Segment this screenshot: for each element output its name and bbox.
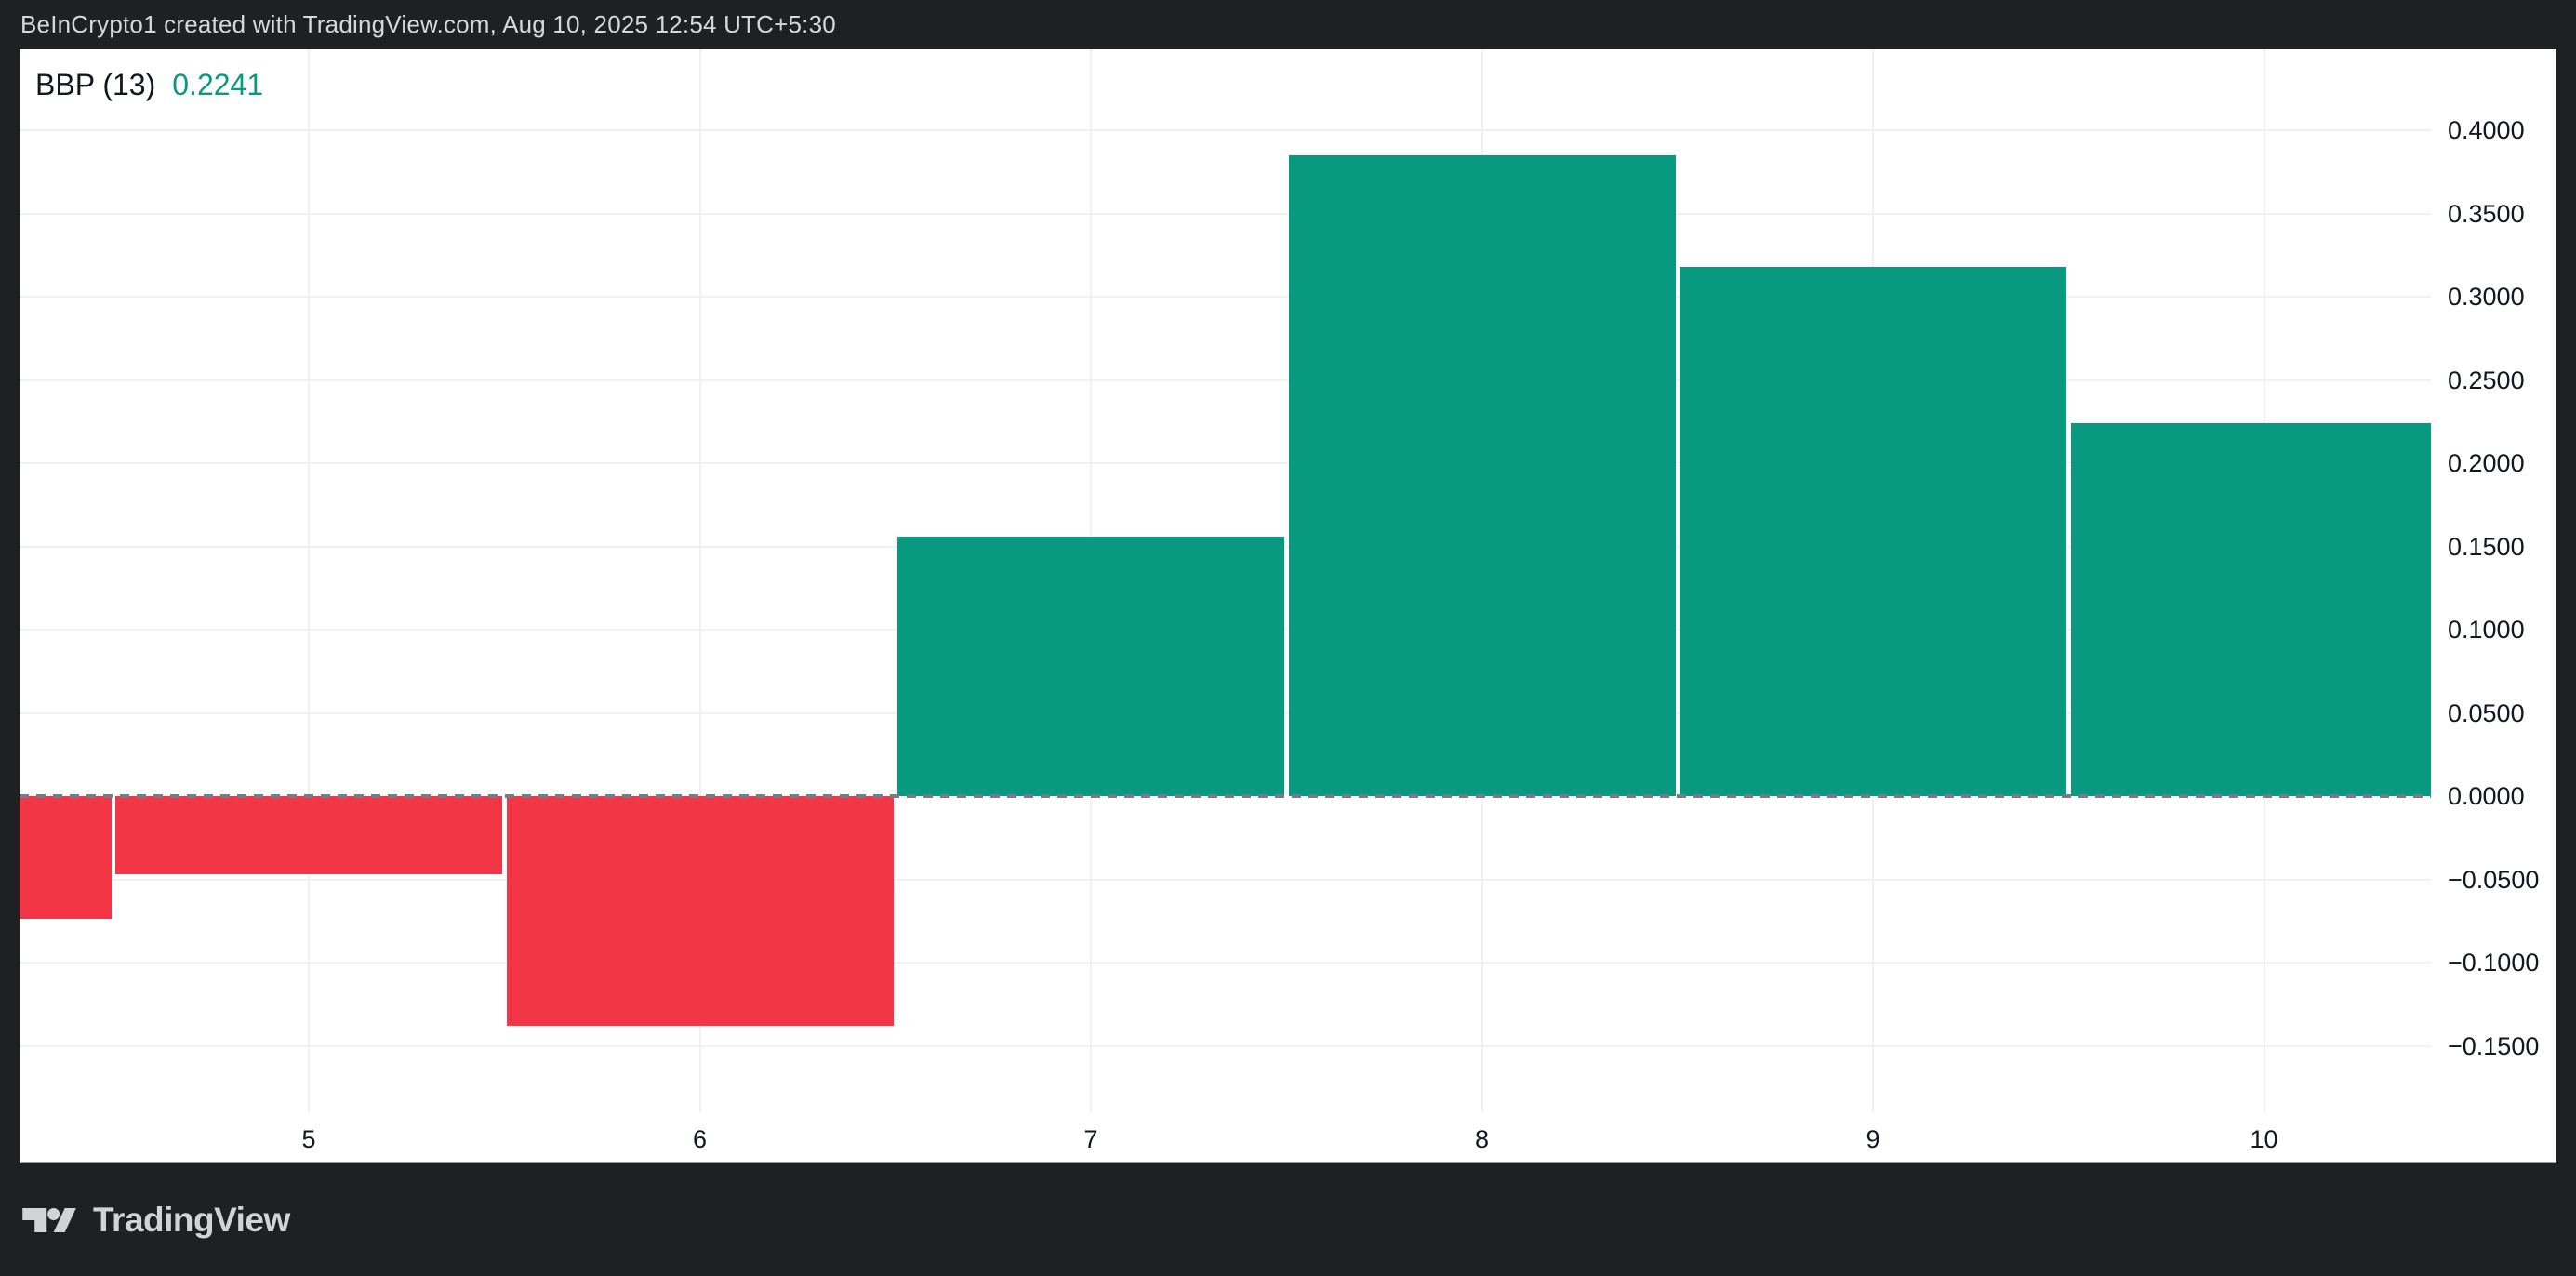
y-axis-label: −0.1000: [2448, 949, 2540, 977]
x-axis-label: 5: [301, 1125, 316, 1153]
bbp-histogram-bar: [20, 796, 112, 920]
header-bar: BeInCrypto1 created with TradingView.com…: [0, 0, 2576, 49]
bbp-histogram-bar: [506, 796, 894, 1027]
indicator-name[interactable]: BBP (13): [35, 68, 156, 101]
y-axis-label: 0.4000: [2448, 116, 2525, 144]
h-gridline: [20, 212, 2431, 215]
price-axis[interactable]: 0.4000 0.3500 0.3000 0.2500 0.2000 0.1500 0.10…: [2431, 49, 2556, 1162]
bbp-histogram-bar: [1680, 266, 2066, 796]
indicator-legend[interactable]: BBP (13) 0.2241: [35, 68, 263, 102]
tradingview-wordmark: TradingView: [93, 1200, 290, 1239]
h-gridline: [20, 462, 2431, 464]
plot-area[interactable]: BBP (13) 0.2241: [20, 49, 2431, 1112]
y-axis-label: 0.1500: [2448, 532, 2525, 561]
y-axis-label: 0.0000: [2448, 782, 2525, 810]
y-axis-label: 0.3500: [2448, 199, 2525, 228]
y-axis-label: 0.1000: [2448, 616, 2525, 644]
bbp-histogram-bar: [897, 536, 1284, 796]
y-axis-label: −0.0500: [2448, 865, 2540, 894]
time-axis[interactable]: 5 6 7 8 9 10: [20, 1112, 2431, 1162]
x-axis-label: 6: [692, 1125, 708, 1153]
y-axis-label: −0.1500: [2448, 1031, 2540, 1060]
y-axis-label: 0.2000: [2448, 449, 2525, 477]
h-gridline: [20, 962, 2431, 964]
y-axis-label: 0.3000: [2448, 283, 2525, 311]
zero-line: [20, 794, 2431, 798]
v-gridline: [698, 49, 701, 1112]
h-gridline: [20, 296, 2431, 298]
h-gridline: [20, 1044, 2431, 1047]
chart-panel: BBP (13) 0.2241 0.4000 0.3500 0.3000 0.2500 0…: [20, 49, 2556, 1163]
h-gridline: [20, 379, 2431, 381]
indicator-value: 0.2241: [172, 68, 264, 101]
h-gridline: [20, 129, 2431, 131]
y-axis-label: 0.0500: [2448, 698, 2525, 727]
bbp-histogram-bar: [1288, 154, 1676, 796]
x-axis-label: 7: [1083, 1125, 1098, 1153]
bbp-histogram-bar: [115, 796, 502, 875]
bbp-histogram-bar: [2070, 422, 2431, 796]
header-title: BeInCrypto1 created with TradingView.com…: [20, 10, 836, 38]
footer-bar: TradingView: [0, 1163, 2576, 1276]
x-axis-label: 9: [1866, 1125, 1880, 1153]
h-gridline: [20, 878, 2431, 881]
y-axis-label: 0.2500: [2448, 366, 2525, 394]
x-axis-label: 8: [1474, 1125, 1490, 1153]
tradingview-logo-icon: [22, 1207, 76, 1232]
v-gridline: [308, 49, 310, 1112]
x-axis-label: 10: [2250, 1125, 2278, 1153]
